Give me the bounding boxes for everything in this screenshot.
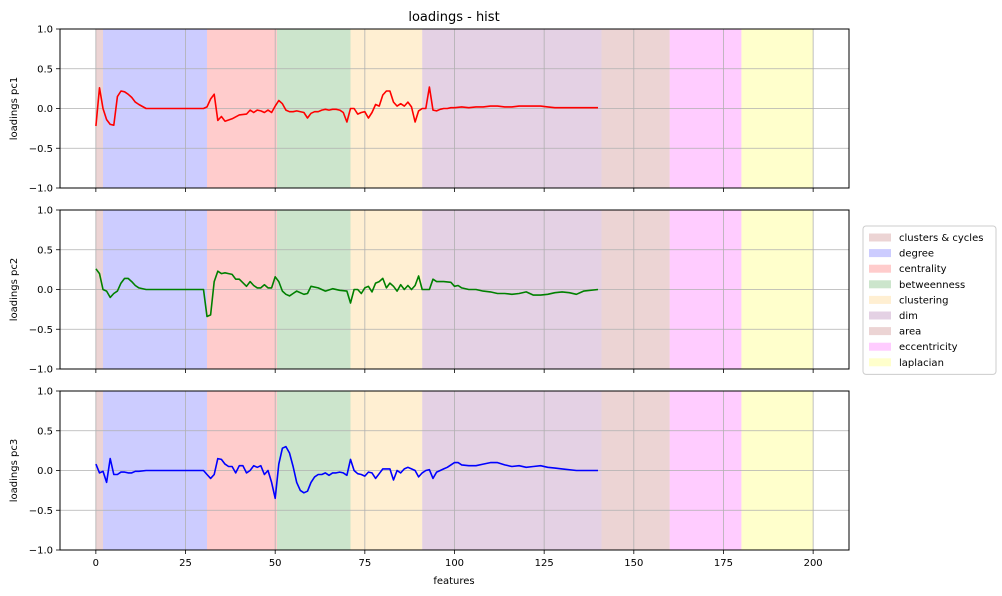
series-line-pc2 [95,268,599,318]
legend-frame [862,225,997,375]
legend-label: degree [899,249,934,260]
x-tick-label: 200 [804,558,823,569]
x-tick-label: 50 [269,558,282,569]
legend-swatch [869,327,891,336]
y-tick-label: −0.5 [29,325,53,336]
legend-item: clusters & cycles [869,233,983,244]
series-line-pc3 [95,445,598,500]
legend-item: clustering [869,295,948,306]
legend-item: laplacian [869,358,944,369]
legend-label: betweenness [899,280,965,291]
y-tick-label: −1.0 [29,546,53,557]
y-tick-label: 0.0 [37,466,53,477]
legend-item: area [869,327,921,338]
legend: clusters & cycles degree centrality between… [862,225,997,375]
legend-label: clusters & cycles [899,233,983,244]
x-tick-label: 75 [358,558,371,569]
x-tick-label: 150 [624,558,643,569]
legend-swatch [869,233,891,242]
legend-swatch [869,311,891,320]
y-tick-label: 1.0 [37,25,53,36]
y-tick-label: −0.5 [29,506,53,517]
x-tick-label: 0 [93,558,99,569]
subplot-pc3: −1.0 −0.5 0.0 0.5 1.0 0 25 50 75 100 125 150 175 200 l… [9,387,850,569]
y-axis-label: loadings pc2 [9,258,20,321]
legend-item: degree [869,249,934,260]
subplot-pc2: −1.0 −0.5 0.0 0.5 1.0 loadings pc2 [9,206,850,376]
legend-label: laplacian [899,358,944,369]
legend-swatch [869,264,891,273]
x-tick-label: 100 [445,558,464,569]
legend-item: eccentricity [869,342,958,353]
x-tick-label: 125 [535,558,554,569]
y-tick-label: 1.0 [37,387,53,398]
y-tick-label: −0.5 [29,144,53,155]
y-axis-label: loadings pc1 [9,77,20,140]
subplots: −1.0 −0.5 0.0 0.5 1.0 loadings pc1 −1.0 −0.5 0.0… [9,25,850,569]
legend-item: dim [869,311,918,322]
legend-label: centrality [899,264,947,275]
legend-item: betweenness [869,280,965,291]
legend-swatch [869,280,891,289]
legend-item: centrality [869,264,947,275]
y-tick-label: 0.5 [37,426,53,437]
x-tick-label: 175 [714,558,733,569]
legend-label: dim [899,311,918,322]
legend-swatch [869,295,891,304]
x-tick-label: 25 [179,558,192,569]
y-tick-label: 0.5 [37,64,53,75]
y-tick-label: −1.0 [29,184,53,195]
y-tick-label: 0.5 [37,245,53,256]
x-axis-label: features [433,576,474,587]
y-tick-label: 0.0 [37,104,53,115]
subplot-pc1: −1.0 −0.5 0.0 0.5 1.0 loadings pc1 [9,25,850,195]
y-tick-label: 0.0 [37,285,53,296]
y-tick-label: 1.0 [37,206,53,217]
y-tick-label: −1.0 [29,365,53,376]
legend-label: area [899,327,921,338]
series-line-pc1 [95,86,598,127]
legend-swatch [869,358,891,367]
legend-label: clustering [899,295,948,306]
legend-swatch [869,342,891,351]
y-axis-label: loadings pc3 [9,439,20,502]
figure-title: loadings - hist [408,10,499,25]
legend-label: eccentricity [899,342,958,353]
legend-swatch [869,249,891,258]
